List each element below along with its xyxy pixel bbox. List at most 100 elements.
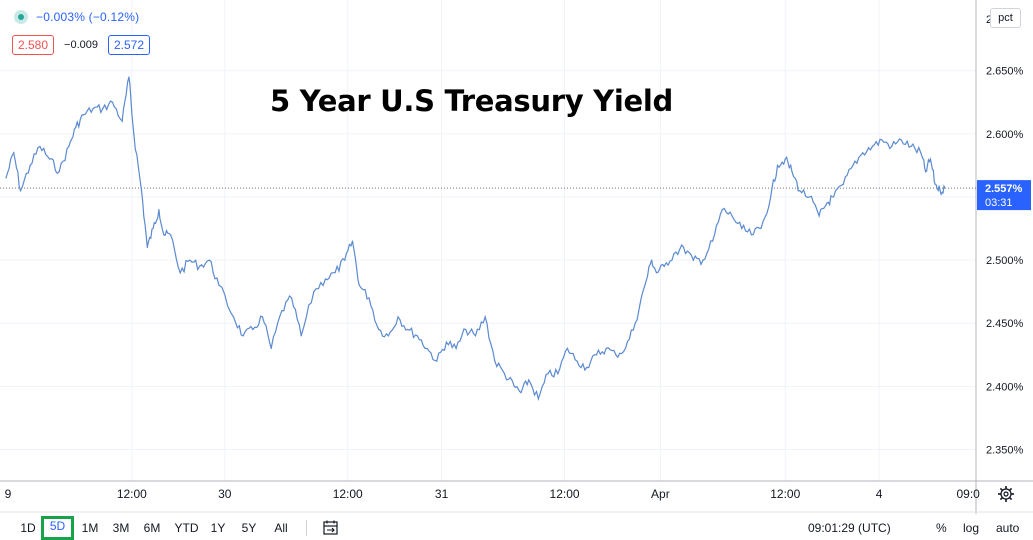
series-point xyxy=(871,145,873,148)
series-point xyxy=(58,171,60,173)
series-point xyxy=(102,107,104,110)
series-point xyxy=(547,373,549,375)
series-point xyxy=(152,227,154,230)
series-point xyxy=(862,152,864,154)
current-price-badge: 2.557% 03:31 xyxy=(977,180,1031,211)
series-point xyxy=(436,360,438,362)
series-point xyxy=(925,171,927,173)
series-point xyxy=(741,227,743,230)
series-point xyxy=(770,196,772,198)
timeframe-5d[interactable]: 5D xyxy=(41,516,74,540)
utc-clock[interactable]: 09:01:29 (UTC) xyxy=(808,521,891,535)
x-tick-label: 09:0 xyxy=(957,487,981,501)
series-point xyxy=(344,259,346,261)
y-tick-label: 2.600% xyxy=(986,129,1024,141)
series-point xyxy=(634,322,636,324)
series-point xyxy=(397,316,399,318)
series-point xyxy=(750,234,752,236)
series-point xyxy=(615,354,617,356)
x-tick-label: 12:00 xyxy=(770,487,800,501)
series-point xyxy=(826,202,828,204)
series-point xyxy=(586,366,588,368)
series-point xyxy=(146,246,148,249)
series-point xyxy=(199,265,201,267)
series-point xyxy=(29,164,31,166)
series-point xyxy=(128,76,130,78)
series-point xyxy=(791,171,793,173)
timeframe-all[interactable]: All xyxy=(274,521,288,535)
ask-box[interactable]: 2.572 xyxy=(107,35,151,55)
timeframe-ytd[interactable]: YTD xyxy=(174,521,199,535)
chart-title: 5 Year U.S Treasury Yield xyxy=(270,84,673,118)
auto-scale-toggle[interactable]: auto xyxy=(996,521,1020,535)
series-point xyxy=(48,158,51,160)
series-point xyxy=(595,354,598,356)
series-point xyxy=(387,335,389,337)
series-point xyxy=(891,145,893,148)
timeframe-3m[interactable]: 3M xyxy=(112,521,130,535)
timeframe-1d[interactable]: 1D xyxy=(20,521,36,535)
timeframe-1m[interactable]: 1M xyxy=(81,521,99,535)
series-point xyxy=(920,152,922,154)
x-tick-label: 12:00 xyxy=(333,487,363,501)
series-point xyxy=(576,360,578,362)
spread-value: −0.009 xyxy=(64,39,98,51)
bar-countdown-label: 03:31 xyxy=(985,197,1013,209)
percent-scale-toggle[interactable]: % xyxy=(936,521,947,535)
x-tick-label: Apr xyxy=(651,487,670,501)
x-tick-label: 4 xyxy=(876,487,883,501)
series-point xyxy=(416,335,418,337)
series-point xyxy=(189,259,191,261)
timeframe-6m[interactable]: 6M xyxy=(143,521,161,535)
series-point xyxy=(133,133,135,135)
series-point xyxy=(842,183,844,185)
series-point xyxy=(566,347,569,350)
current-price-label: 2.557% xyxy=(985,183,1023,195)
series-point xyxy=(683,246,685,249)
y-tick-label: 2.400% xyxy=(986,381,1024,393)
series-point xyxy=(300,335,302,337)
change-info: −0.003% (−0.12%) xyxy=(14,10,139,24)
series-point xyxy=(179,272,181,274)
series-point xyxy=(13,152,15,154)
series-point xyxy=(324,278,327,280)
series-point xyxy=(82,114,85,116)
series-point xyxy=(351,240,354,242)
series-point xyxy=(111,101,114,103)
series-point xyxy=(818,215,820,217)
series-point xyxy=(334,272,336,274)
timeframe-5y[interactable]: 5Y xyxy=(241,521,257,535)
series-point xyxy=(465,328,467,331)
x-tick-label: 30 xyxy=(218,487,232,501)
series-point xyxy=(929,158,932,160)
series-point xyxy=(261,316,264,318)
date-range-icon[interactable] xyxy=(322,520,340,536)
series-point xyxy=(378,328,380,331)
settings-gear-icon[interactable] xyxy=(998,486,1014,502)
series-point xyxy=(313,291,315,293)
bid-box[interactable]: 2.580 xyxy=(12,35,55,55)
toolbar-separator xyxy=(306,520,307,536)
series-point xyxy=(290,297,293,299)
scale-mode-button[interactable]: pct xyxy=(990,8,1021,28)
series-point xyxy=(760,227,762,230)
y-tick-label: 2.650% xyxy=(986,66,1024,78)
x-tick-label: 31 xyxy=(435,487,449,501)
series-point xyxy=(721,208,723,211)
series-point xyxy=(19,190,22,192)
timeframe-1y[interactable]: 1Y xyxy=(210,521,226,535)
series-point xyxy=(702,259,704,261)
x-tick-label: 12:00 xyxy=(117,487,147,501)
series-point xyxy=(910,145,912,148)
series-point xyxy=(39,145,41,148)
series-point xyxy=(881,139,883,141)
series-point xyxy=(712,240,714,242)
series-point xyxy=(474,335,477,337)
y-tick-label: 2.450% xyxy=(986,318,1024,330)
series-point xyxy=(673,253,675,255)
series-point xyxy=(5,177,7,179)
log-scale-toggle[interactable]: log xyxy=(963,521,980,535)
series-point xyxy=(92,107,94,110)
series-point xyxy=(605,347,607,350)
